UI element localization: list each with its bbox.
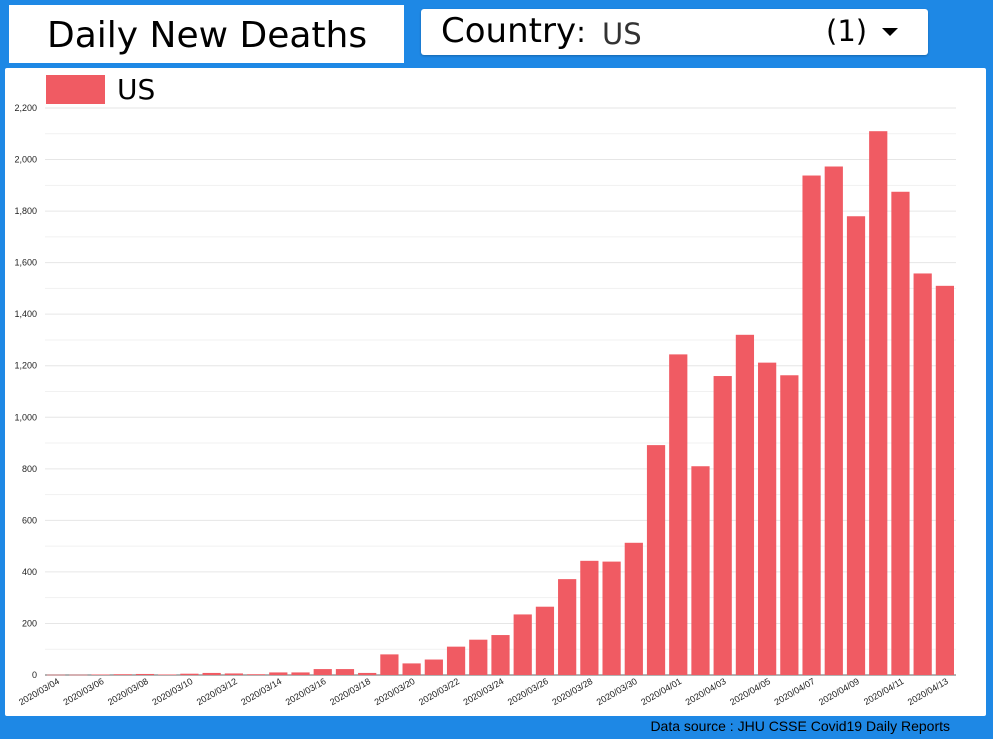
x-tick-label: 2020/03/08 <box>106 676 150 707</box>
bar <box>913 273 932 675</box>
title-panel: Daily New Deaths <box>9 5 404 63</box>
bar-chart: 0 200 400 600 800 1,000 1,200 1,400 1,600 1,800 2,… <box>14 73 956 707</box>
x-tick-label: 2020/03/26 <box>506 676 550 707</box>
x-tick-label: 2020/03/22 <box>417 676 461 707</box>
bar <box>180 673 199 675</box>
x-tick-label: 2020/03/10 <box>150 676 194 707</box>
filter-label-text: Country <box>441 11 577 51</box>
filter-selection-count: (1) <box>826 14 868 48</box>
bar <box>91 674 110 675</box>
bar <box>780 375 799 675</box>
y-tick-label: 1,000 <box>14 412 37 422</box>
bar <box>491 635 510 675</box>
bar <box>824 166 843 675</box>
bar <box>291 672 310 675</box>
bar <box>469 639 488 675</box>
y-tick-label: 200 <box>22 618 37 628</box>
y-tick-label: 800 <box>22 464 37 474</box>
bar <box>224 673 243 675</box>
x-tick-label: 2020/03/06 <box>62 676 106 707</box>
x-tick-label: 2020/03/12 <box>195 676 239 707</box>
bar <box>513 614 532 675</box>
legend-swatch <box>46 75 105 104</box>
bar <box>580 560 599 675</box>
filter-label: Country: <box>441 11 586 51</box>
bar <box>313 669 332 675</box>
country-filter-dropdown[interactable]: Country: US (1) <box>421 9 928 55</box>
bar <box>46 674 66 676</box>
bar <box>358 672 377 675</box>
bar <box>335 669 355 675</box>
bar <box>602 561 621 675</box>
chart-panel: 0 200 400 600 800 1,000 1,200 1,400 1,600 1,800 2,… <box>5 68 986 716</box>
x-tick-label: 2020/03/04 <box>17 676 61 707</box>
x-tick-label: 2020/03/18 <box>328 676 372 707</box>
x-tick-label: 2020/03/28 <box>550 676 594 707</box>
bar <box>113 674 132 675</box>
legend-label: US <box>117 73 155 106</box>
bar <box>713 376 732 675</box>
bar <box>691 466 710 675</box>
x-tick-label: 2020/03/20 <box>373 676 417 707</box>
bar <box>446 646 466 675</box>
x-tick-label: 2020/04/11 <box>862 676 905 707</box>
x-tick-label: 2020/03/30 <box>595 676 639 707</box>
bar <box>935 285 955 675</box>
y-tick-label: 600 <box>22 515 37 525</box>
x-tick-label: 2020/04/09 <box>817 676 861 707</box>
x-tick-label: 2020/04/01 <box>639 676 683 707</box>
bar <box>158 674 177 675</box>
bar <box>246 674 266 675</box>
bar <box>846 216 866 675</box>
bar <box>558 579 577 675</box>
bar <box>402 663 421 675</box>
x-tick-label: 2020/04/07 <box>773 676 817 707</box>
bar <box>135 673 155 675</box>
filter-selected-value: US <box>602 17 642 51</box>
bar <box>735 334 755 675</box>
bar <box>624 542 643 675</box>
x-tick-label: 2020/04/03 <box>684 676 728 707</box>
bar <box>424 659 443 675</box>
y-tick-label: 0 <box>32 670 37 680</box>
bar <box>269 672 288 675</box>
y-tick-label: 1,400 <box>14 309 37 319</box>
bar <box>891 191 910 675</box>
bar <box>69 674 88 676</box>
bar <box>669 354 688 675</box>
y-tick-label: 2,000 <box>14 155 37 165</box>
bar <box>869 131 888 676</box>
page-title: Daily New Deaths <box>47 15 368 56</box>
filter-separator: : <box>576 15 586 49</box>
bar <box>758 362 777 675</box>
y-tick-label: 400 <box>22 567 37 577</box>
y-tick-label: 1,800 <box>14 206 37 216</box>
data-source-note: Data source : JHU CSSE Covid19 Daily Rep… <box>650 718 950 734</box>
x-tick-label: 2020/03/14 <box>239 676 283 707</box>
y-tick-label: 2,200 <box>14 103 37 113</box>
bar <box>535 606 555 675</box>
bar <box>202 672 221 675</box>
y-tick-label: 1,600 <box>14 258 37 268</box>
x-tick-label: 2020/03/24 <box>461 676 505 707</box>
x-tick-label: 2020/04/13 <box>906 676 950 707</box>
bar <box>646 445 666 675</box>
x-tick-label: 2020/03/16 <box>284 676 328 707</box>
x-tick-label: 2020/04/05 <box>728 676 772 707</box>
chevron-down-icon[interactable] <box>882 28 898 36</box>
bar <box>380 654 399 675</box>
y-tick-label: 1,200 <box>14 361 37 371</box>
bar <box>802 175 821 675</box>
